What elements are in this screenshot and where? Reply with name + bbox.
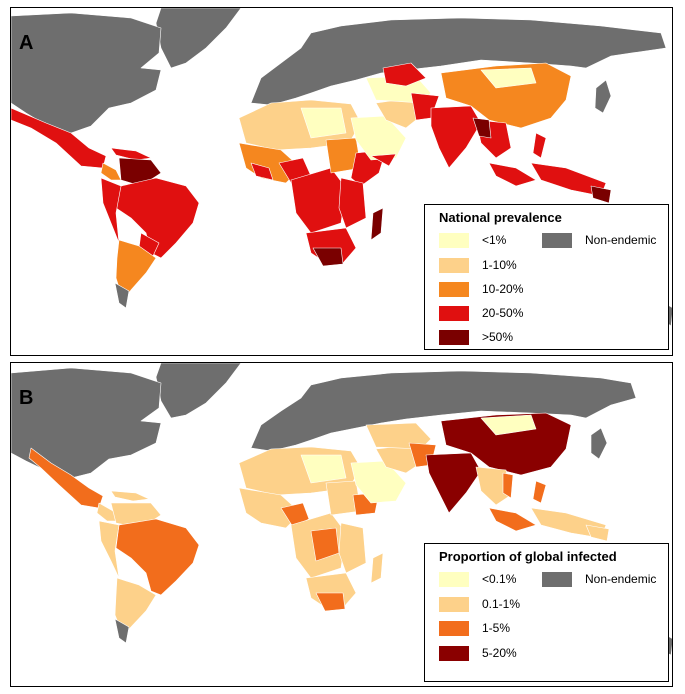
legend-a-swatch-1	[439, 233, 469, 248]
region-east-africa	[338, 177, 367, 229]
legend-a-swatch-4	[439, 306, 469, 321]
region-myanmar	[472, 117, 492, 139]
region-greenland	[155, 8, 242, 69]
region-guinea-coast	[250, 162, 274, 181]
legend-a-swatch-2	[439, 258, 469, 273]
legend-a-non-endemic-swatch	[542, 233, 572, 248]
region-southern-cone	[115, 239, 157, 301]
legend-b-item-2: 0.1-1%	[439, 597, 549, 613]
legend-b-swatch-2	[439, 597, 469, 612]
region-caribbean	[110, 490, 150, 502]
legend-a-non-endemic: Non-endemic	[542, 233, 667, 249]
region-south-africa	[315, 592, 346, 612]
region-mongolia	[480, 67, 537, 89]
region-west-africa	[238, 487, 302, 529]
region-madagascar	[370, 207, 384, 241]
panel-a-letter: A	[19, 32, 34, 54]
region-indonesia-west	[488, 162, 537, 187]
region-patagonia	[114, 282, 130, 309]
legend-b-item-4: 5-20%	[439, 646, 549, 662]
legend-a-item-4: 20-50%	[439, 306, 549, 322]
region-vietnam	[502, 472, 514, 499]
legend-a-item-3: 10-20%	[439, 282, 549, 298]
legend-b-swatch-3	[439, 621, 469, 636]
legend-b-label-4: 5-20%	[482, 646, 517, 660]
legend-a-item-1: <1%	[439, 233, 549, 249]
region-patagonia	[114, 618, 130, 644]
region-brazil	[115, 518, 200, 596]
legend-b-label-2: 0.1-1%	[482, 597, 521, 611]
region-png	[590, 185, 612, 204]
world-map-b	[11, 363, 672, 656]
legend-national-prevalence: National prevalence <1% 1-10% 10-20% 20-…	[424, 204, 669, 350]
region-png	[585, 524, 610, 542]
legend-a-label-3: 10-20%	[482, 282, 524, 296]
region-brazil	[115, 177, 200, 259]
region-central-america	[100, 162, 122, 181]
region-nigeria	[280, 502, 310, 528]
region-europe-russia	[250, 370, 637, 452]
region-east-africa	[338, 522, 367, 574]
legend-a-label-5: >50%	[482, 330, 514, 344]
region-india	[425, 452, 482, 514]
legend-b-item-1: <0.1%	[439, 572, 549, 588]
legend-a-item-5: >50%	[439, 330, 549, 346]
legend-b-title: Proportion of global infected	[439, 549, 617, 564]
region-greenland	[155, 363, 242, 419]
legend-a-swatch-3	[439, 282, 469, 297]
region-japan	[594, 79, 612, 114]
panel-b-proportion-global-infected-map: B Proportion of global infected <0.1% 0.…	[10, 362, 673, 687]
legend-b-label-1: <0.1%	[482, 572, 517, 586]
legend-a-non-endemic-label: Non-endemic	[585, 233, 657, 247]
region-china	[440, 412, 572, 476]
region-china	[440, 62, 572, 129]
region-caribbean	[110, 147, 152, 161]
legend-b-non-endemic-label: Non-endemic	[585, 572, 657, 586]
region-mongolia	[480, 414, 537, 436]
region-andes	[98, 520, 120, 579]
region-philippines	[532, 132, 547, 159]
legend-b-swatch-1	[439, 572, 469, 587]
region-japan	[590, 427, 608, 460]
region-mainland-sea	[475, 466, 512, 506]
legend-a-item-2: 1-10%	[439, 258, 549, 274]
region-south-africa	[312, 247, 344, 267]
region-india	[430, 105, 482, 169]
region-west-asia-red	[382, 62, 427, 87]
region-indonesia-west	[488, 507, 537, 532]
region-central-africa	[290, 167, 347, 234]
legend-a-label-1: <1%	[482, 233, 507, 247]
region-north-america	[11, 367, 162, 479]
legend-b-non-endemic: Non-endemic	[542, 572, 667, 588]
region-europe-russia	[250, 17, 667, 106]
region-madagascar	[370, 552, 384, 584]
region-sahara-pale	[300, 454, 347, 484]
legend-a-title: National prevalence	[439, 210, 562, 225]
legend-a-swatch-5	[439, 330, 469, 345]
legend-a-label-2: 1-10%	[482, 258, 517, 272]
legend-proportion-global-infected: Proportion of global infected <0.1% 0.1-…	[424, 543, 669, 682]
region-southern-cone	[114, 577, 157, 636]
legend-b-item-3: 1-5%	[439, 621, 549, 637]
legend-a-label-4: 20-50%	[482, 306, 524, 320]
region-philippines	[532, 480, 547, 504]
panel-a-national-prevalence-map: A National prevalence <1% 1-10% 10-20% 2…	[10, 7, 673, 356]
region-north-america	[11, 12, 162, 134]
legend-b-non-endemic-swatch	[542, 572, 572, 587]
panel-b-letter: B	[19, 387, 34, 409]
region-central-america	[96, 502, 118, 522]
region-yemen	[370, 153, 397, 167]
legend-b-swatch-4	[439, 646, 469, 661]
region-andes	[100, 177, 122, 244]
legend-b-label-3: 1-5%	[482, 621, 511, 635]
region-sahara-pale	[300, 107, 347, 139]
